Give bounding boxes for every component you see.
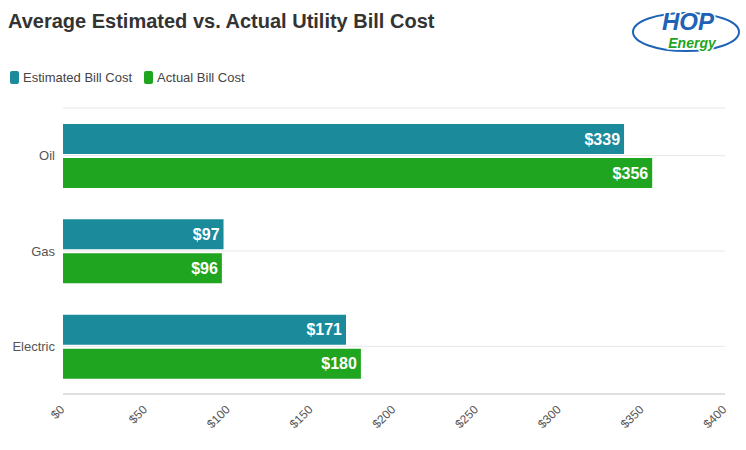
svg-text:Oil: Oil bbox=[39, 148, 55, 163]
svg-text:Gas: Gas bbox=[31, 244, 55, 259]
svg-text:$250: $250 bbox=[452, 402, 481, 431]
svg-text:$96: $96 bbox=[191, 260, 218, 277]
svg-text:$0: $0 bbox=[48, 402, 68, 422]
svg-text:HOP: HOP bbox=[662, 8, 715, 35]
svg-text:$97: $97 bbox=[193, 226, 220, 243]
svg-text:$356: $356 bbox=[613, 165, 649, 182]
svg-text:$171: $171 bbox=[306, 321, 342, 338]
svg-text:$50: $50 bbox=[126, 402, 150, 426]
svg-text:$339: $339 bbox=[584, 131, 620, 148]
svg-text:Energy: Energy bbox=[668, 35, 717, 51]
svg-text:Electric: Electric bbox=[12, 339, 55, 354]
svg-text:$100: $100 bbox=[204, 402, 233, 431]
html-text:Average Estimated vs. Actual U: Average Estimated vs. Actual Utility Bil… bbox=[8, 10, 435, 32]
svg-text:$300: $300 bbox=[535, 402, 564, 431]
svg-text:$400: $400 bbox=[701, 402, 730, 431]
html-text:Estimated Bill Cost: Estimated Bill Cost bbox=[23, 70, 133, 85]
svg-text:$350: $350 bbox=[618, 402, 647, 431]
svg-text:$200: $200 bbox=[370, 402, 399, 431]
html-text:Actual Bill Cost: Actual Bill Cost bbox=[157, 70, 245, 85]
svg-text:$180: $180 bbox=[321, 355, 357, 372]
svg-text:$150: $150 bbox=[287, 402, 316, 431]
